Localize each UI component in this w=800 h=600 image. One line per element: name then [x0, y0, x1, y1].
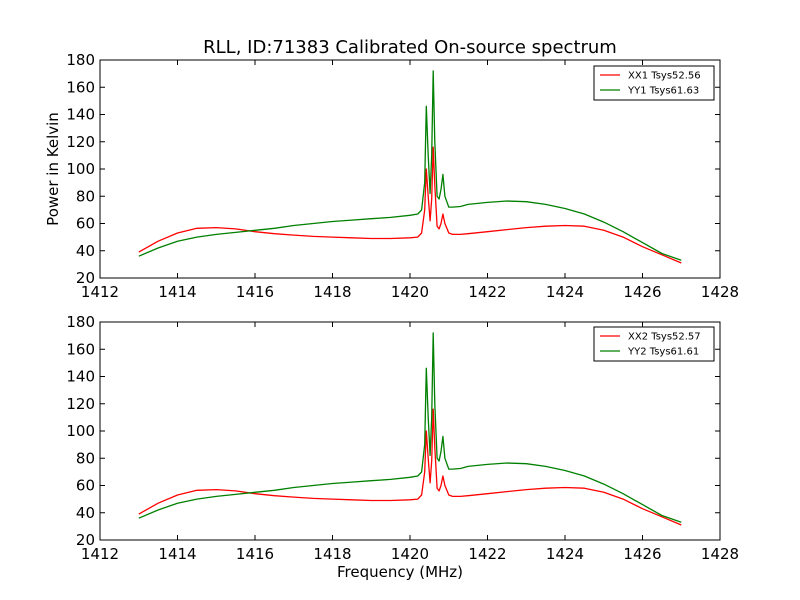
- legend-entry-label: YY2 Tsys61.61: [627, 347, 699, 358]
- top-spectrum-panel: 1412 1414 1416 1418 1420 1422 1424 1426 1428 20 40…: [44, 51, 739, 301]
- x-tick-label: 1426: [623, 545, 661, 563]
- legend: XX2 Tsys52.57 YY2 Tsys61.61: [593, 326, 715, 362]
- legend-entry-label: XX2 Tsys52.57: [628, 332, 701, 343]
- y-tick-label: 40: [76, 242, 95, 260]
- y-tick-label: 40: [76, 504, 95, 522]
- bottom-spectrum-panel: 1412 1414 1416 1418 1420 1422 1424 1426 1428 20 40…: [66, 313, 739, 581]
- legend-entry-label: XX1 Tsys52.56: [628, 71, 701, 82]
- x-tick-label: 1418: [313, 283, 351, 301]
- series-line-yy1: [138, 70, 682, 261]
- x-tick-label: 1422: [468, 545, 506, 563]
- figure-title: RLL, ID:71383 Calibrated On-source spect…: [203, 37, 617, 58]
- x-tick-label: 1422: [468, 283, 506, 301]
- y-tick-label: 120: [66, 133, 95, 151]
- series-line-xx1: [138, 146, 682, 264]
- y-tick-label: 120: [66, 395, 95, 413]
- y-tick-label: 140: [66, 106, 95, 124]
- x-tick-label: 1416: [236, 283, 274, 301]
- x-axis-label: Frequency (MHz): [337, 563, 463, 581]
- series-line-xx2: [138, 408, 682, 526]
- y-tick-label: 140: [66, 368, 95, 386]
- x-tick-label: 1414: [158, 283, 196, 301]
- x-tick-label: 1424: [546, 545, 584, 563]
- x-tick-label: 1414: [158, 545, 196, 563]
- x-tick-label: 1420: [391, 283, 429, 301]
- x-tick-label: 1412: [81, 283, 119, 301]
- x-tick-label: 1424: [546, 283, 584, 301]
- x-tick-label: 1426: [623, 283, 661, 301]
- y-tick-label: 60: [76, 215, 95, 233]
- legend-entry-label: YY1 Tsys61.63: [627, 86, 699, 97]
- y-tick-label: 80: [76, 187, 95, 205]
- y-tick-label: 160: [66, 340, 95, 358]
- y-tick-label: 160: [66, 78, 95, 96]
- y-tick-label: 20: [76, 269, 95, 287]
- y-tick-label: 100: [66, 422, 95, 440]
- y-tick-label: 180: [66, 313, 95, 331]
- series-line-yy2: [138, 332, 682, 523]
- x-tick-label: 1428: [701, 283, 739, 301]
- x-tick-label: 1418: [313, 545, 351, 563]
- y-tick-label: 100: [66, 160, 95, 178]
- x-tick-label: 1420: [391, 545, 429, 563]
- y-tick-label: 20: [76, 531, 95, 549]
- x-tick-label: 1416: [236, 545, 274, 563]
- y-tick-label: 60: [76, 477, 95, 495]
- legend: XX1 Tsys52.56 YY1 Tsys61.63: [593, 65, 715, 101]
- y-tick-label: 180: [66, 51, 95, 69]
- y-axis-label: Power in Kelvin: [44, 112, 62, 226]
- x-tick-label: 1412: [81, 545, 119, 563]
- x-tick-label: 1428: [701, 545, 739, 563]
- y-tick-label: 80: [76, 449, 95, 467]
